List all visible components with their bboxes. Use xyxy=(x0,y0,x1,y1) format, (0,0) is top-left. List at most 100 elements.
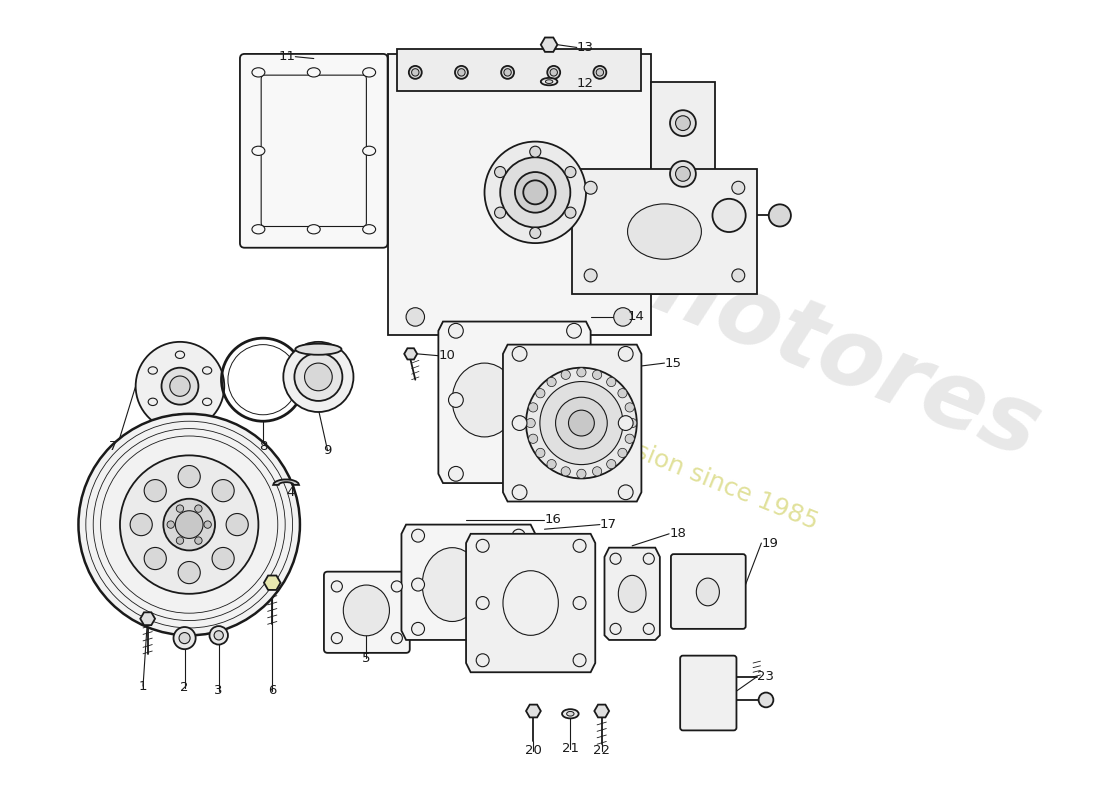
Text: 7: 7 xyxy=(109,440,118,453)
Circle shape xyxy=(295,353,342,401)
Circle shape xyxy=(495,166,506,178)
Circle shape xyxy=(566,466,582,482)
Circle shape xyxy=(628,418,637,428)
Polygon shape xyxy=(402,525,536,640)
Circle shape xyxy=(500,158,570,227)
Text: a passion for passion since 1985: a passion for passion since 1985 xyxy=(433,358,822,534)
Circle shape xyxy=(526,368,637,478)
Circle shape xyxy=(331,633,342,644)
Circle shape xyxy=(644,553,654,564)
Circle shape xyxy=(565,166,576,178)
Circle shape xyxy=(144,547,166,570)
Circle shape xyxy=(526,418,536,428)
Ellipse shape xyxy=(202,398,212,406)
Polygon shape xyxy=(387,54,650,335)
Circle shape xyxy=(593,370,602,379)
Circle shape xyxy=(606,378,616,386)
Polygon shape xyxy=(273,479,299,485)
Circle shape xyxy=(536,389,544,398)
Circle shape xyxy=(175,510,204,538)
FancyBboxPatch shape xyxy=(671,554,746,629)
Circle shape xyxy=(610,553,621,564)
Circle shape xyxy=(513,530,525,542)
Circle shape xyxy=(625,402,635,412)
Circle shape xyxy=(569,410,594,436)
Polygon shape xyxy=(397,50,641,91)
Text: euromotores: euromotores xyxy=(386,137,1054,478)
Circle shape xyxy=(606,459,616,469)
Ellipse shape xyxy=(307,68,320,77)
Circle shape xyxy=(561,466,570,476)
Circle shape xyxy=(550,69,558,76)
Circle shape xyxy=(135,342,224,430)
Circle shape xyxy=(670,212,696,238)
Circle shape xyxy=(458,69,465,76)
Circle shape xyxy=(174,627,196,649)
Circle shape xyxy=(513,485,527,500)
Circle shape xyxy=(284,342,353,412)
Circle shape xyxy=(212,479,234,502)
Ellipse shape xyxy=(566,711,574,716)
Circle shape xyxy=(625,434,635,443)
Circle shape xyxy=(411,69,419,76)
Circle shape xyxy=(144,479,166,502)
Circle shape xyxy=(614,308,632,326)
Circle shape xyxy=(176,537,184,544)
Circle shape xyxy=(167,521,175,528)
Ellipse shape xyxy=(530,372,576,428)
Circle shape xyxy=(78,414,300,635)
Ellipse shape xyxy=(546,80,553,83)
Polygon shape xyxy=(572,170,757,294)
Circle shape xyxy=(406,308,425,326)
Circle shape xyxy=(169,376,190,396)
Ellipse shape xyxy=(363,225,375,234)
Circle shape xyxy=(331,581,342,592)
Text: 8: 8 xyxy=(258,440,267,453)
Circle shape xyxy=(178,466,200,488)
Circle shape xyxy=(556,398,607,449)
Text: 2: 2 xyxy=(180,682,189,694)
Ellipse shape xyxy=(148,366,157,374)
Polygon shape xyxy=(141,612,155,625)
Circle shape xyxy=(513,622,525,635)
Circle shape xyxy=(528,402,538,412)
Text: 14: 14 xyxy=(628,310,645,323)
Text: 6: 6 xyxy=(268,684,276,698)
Circle shape xyxy=(536,448,544,458)
Text: 1: 1 xyxy=(139,679,147,693)
Text: 11: 11 xyxy=(278,50,295,63)
FancyBboxPatch shape xyxy=(323,572,410,653)
Text: 10: 10 xyxy=(439,350,455,362)
Circle shape xyxy=(179,633,190,644)
Text: 12: 12 xyxy=(576,77,594,90)
Circle shape xyxy=(409,66,421,79)
Circle shape xyxy=(176,505,184,512)
Circle shape xyxy=(566,323,582,338)
Circle shape xyxy=(495,207,506,218)
Text: 15: 15 xyxy=(664,357,682,370)
Circle shape xyxy=(530,227,541,238)
Circle shape xyxy=(769,204,791,226)
Circle shape xyxy=(411,578,425,591)
Circle shape xyxy=(732,269,745,282)
Ellipse shape xyxy=(562,709,579,718)
Circle shape xyxy=(392,633,403,644)
Text: 21: 21 xyxy=(562,742,579,755)
Circle shape xyxy=(573,597,586,610)
Ellipse shape xyxy=(541,78,558,86)
Circle shape xyxy=(513,346,527,362)
Polygon shape xyxy=(404,348,417,359)
Circle shape xyxy=(565,207,576,218)
Polygon shape xyxy=(526,705,541,718)
Circle shape xyxy=(476,539,490,552)
Text: 3: 3 xyxy=(214,684,223,698)
Circle shape xyxy=(547,378,557,386)
FancyBboxPatch shape xyxy=(240,54,387,248)
Text: 23: 23 xyxy=(757,670,773,683)
Circle shape xyxy=(584,269,597,282)
Circle shape xyxy=(576,470,586,478)
Circle shape xyxy=(593,66,606,79)
Circle shape xyxy=(476,597,490,610)
Circle shape xyxy=(449,323,463,338)
Circle shape xyxy=(618,416,634,430)
